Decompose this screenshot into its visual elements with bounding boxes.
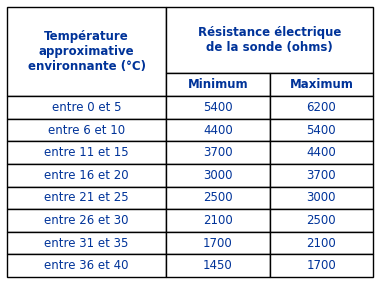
Text: entre 11 et 15: entre 11 et 15 xyxy=(44,146,129,159)
Text: 4400: 4400 xyxy=(307,146,336,159)
Bar xyxy=(270,96,373,119)
Bar xyxy=(7,7,166,96)
Text: 2100: 2100 xyxy=(203,214,233,227)
Text: Résistance électrique
de la sonde (ohms): Résistance électrique de la sonde (ohms) xyxy=(198,26,341,54)
Text: 3700: 3700 xyxy=(307,169,336,182)
Bar xyxy=(270,209,373,232)
Text: 6200: 6200 xyxy=(307,101,336,114)
Bar xyxy=(166,119,270,141)
Text: entre 31 et 35: entre 31 et 35 xyxy=(44,237,129,250)
Text: Minimum: Minimum xyxy=(188,78,248,91)
Text: entre 26 et 30: entre 26 et 30 xyxy=(44,214,129,227)
Text: 3000: 3000 xyxy=(203,169,233,182)
Bar xyxy=(7,119,166,141)
Bar xyxy=(270,187,373,209)
Bar xyxy=(166,73,270,96)
Text: 1700: 1700 xyxy=(203,237,233,250)
Text: Température
approximative
environnante (°C): Température approximative environnante (… xyxy=(27,30,146,73)
Text: Maximum: Maximum xyxy=(290,78,353,91)
Bar xyxy=(166,7,373,73)
Text: 2100: 2100 xyxy=(307,237,336,250)
Bar xyxy=(270,164,373,187)
Text: 2500: 2500 xyxy=(307,214,336,227)
Bar xyxy=(166,141,270,164)
Bar xyxy=(166,232,270,254)
Text: 3000: 3000 xyxy=(307,191,336,204)
Bar xyxy=(166,187,270,209)
Bar xyxy=(7,96,166,119)
Bar xyxy=(270,254,373,277)
Bar xyxy=(166,209,270,232)
Bar xyxy=(7,164,166,187)
Bar xyxy=(166,96,270,119)
Bar xyxy=(7,209,166,232)
Text: entre 0 et 5: entre 0 et 5 xyxy=(52,101,121,114)
Text: entre 6 et 10: entre 6 et 10 xyxy=(48,124,125,137)
Text: 1450: 1450 xyxy=(203,259,233,272)
Bar xyxy=(7,232,166,254)
Text: 3700: 3700 xyxy=(203,146,233,159)
Text: 1700: 1700 xyxy=(307,259,336,272)
Bar xyxy=(166,164,270,187)
Text: 4400: 4400 xyxy=(203,124,233,137)
Text: entre 36 et 40: entre 36 et 40 xyxy=(44,259,129,272)
Bar xyxy=(270,232,373,254)
Bar xyxy=(7,187,166,209)
Bar xyxy=(270,73,373,96)
Text: entre 16 et 20: entre 16 et 20 xyxy=(44,169,129,182)
Bar xyxy=(166,254,270,277)
Bar xyxy=(270,119,373,141)
Text: 5400: 5400 xyxy=(203,101,233,114)
Bar xyxy=(7,254,166,277)
Text: 2500: 2500 xyxy=(203,191,233,204)
Bar xyxy=(7,141,166,164)
Text: 5400: 5400 xyxy=(307,124,336,137)
Bar xyxy=(270,141,373,164)
Text: entre 21 et 25: entre 21 et 25 xyxy=(44,191,129,204)
